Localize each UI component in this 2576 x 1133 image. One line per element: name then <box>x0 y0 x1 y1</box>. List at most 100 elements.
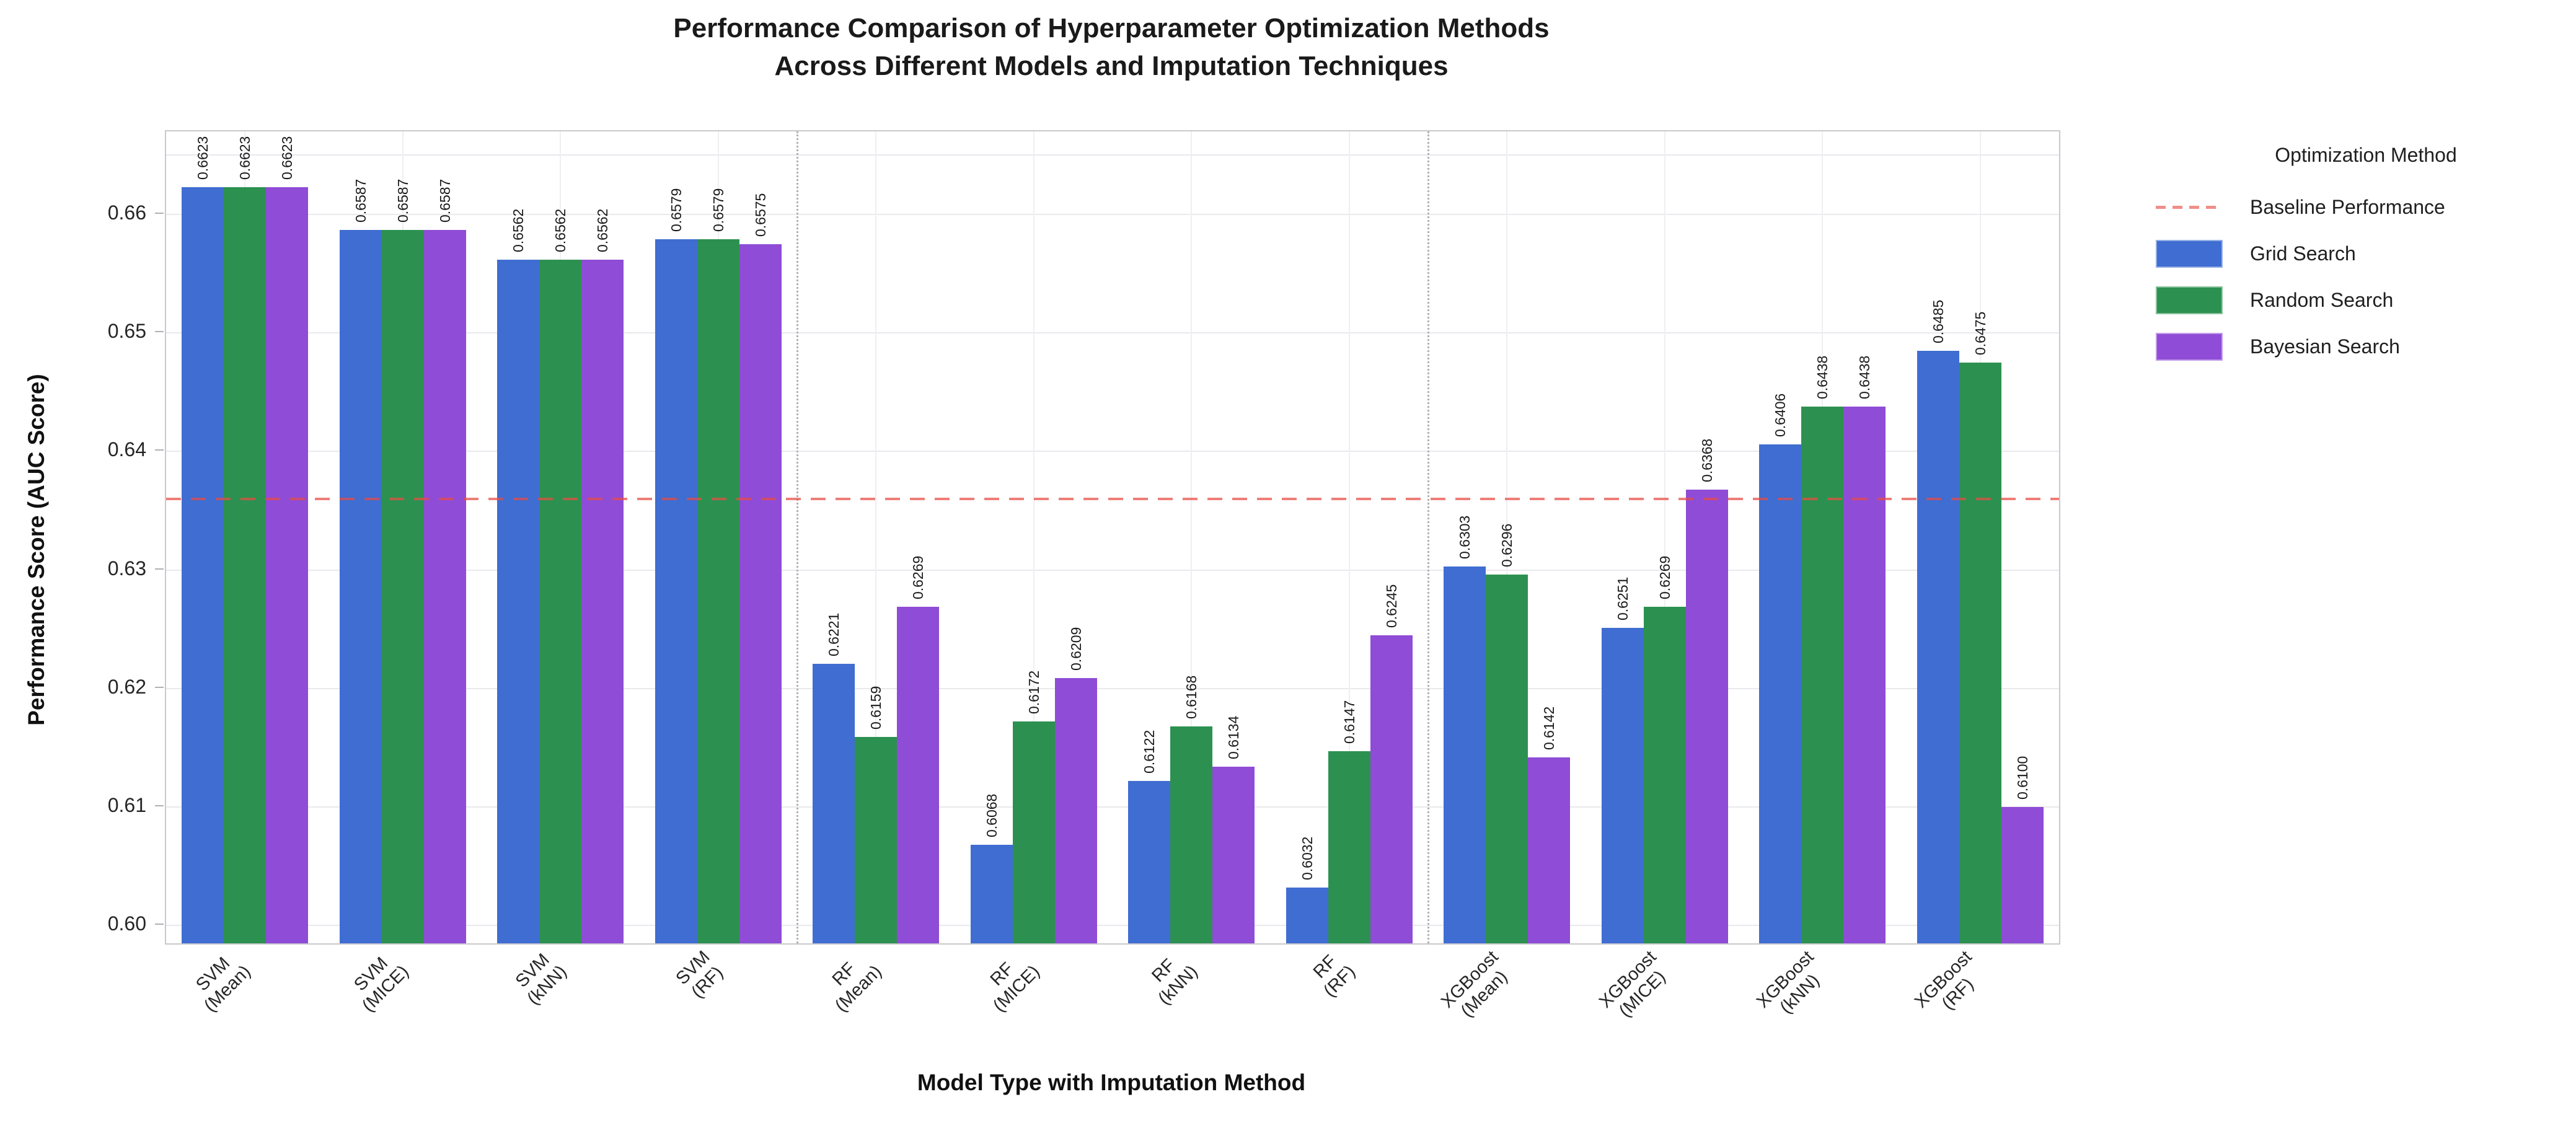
x-tick-label-text: XGBoost (kNN) <box>1753 947 1824 1018</box>
bar <box>655 239 697 943</box>
x-gridline <box>1033 131 1034 943</box>
bar-value-label-text: 0.6438 <box>1814 355 1831 399</box>
bar-value-label-text: 0.6122 <box>1141 730 1158 774</box>
y-tick-mark <box>155 449 164 451</box>
bar-value-label-text: 0.6303 <box>1457 515 1473 559</box>
baseline-line <box>166 497 2059 500</box>
y-tick-label: 0.63 <box>107 557 146 580</box>
legend: Optimization Method Baseline Performance… <box>2140 144 2576 370</box>
bar-value-label-text: 0.6209 <box>1067 627 1084 671</box>
bar-value-label-text: 0.6406 <box>1772 393 1789 437</box>
y-tick-label: 0.64 <box>107 438 146 461</box>
section-separator-line <box>1427 131 1429 943</box>
bar <box>1685 489 1728 943</box>
x-tick-label-text: RF (kNN) <box>1147 955 1202 1009</box>
bar <box>581 259 624 943</box>
bar-value-label-text: 0.6269 <box>1656 555 1673 599</box>
bar <box>813 663 855 943</box>
bar-value-label-text: 0.6251 <box>1614 576 1631 621</box>
y-tick-mark <box>155 924 164 925</box>
bar <box>1370 635 1413 943</box>
legend-item-baseline: Baseline Performance <box>2140 184 2576 231</box>
bar <box>1444 566 1486 943</box>
bar-value-label-text: 0.6623 <box>279 136 296 180</box>
y-tick-mark <box>155 212 164 214</box>
x-gridline <box>1348 131 1350 943</box>
baseline-dash-icon <box>2156 206 2223 209</box>
bar-value-label-text: 0.6623 <box>195 136 211 180</box>
bar <box>855 737 898 943</box>
bar <box>1528 757 1571 943</box>
y-tick-label: 0.66 <box>107 201 146 224</box>
grid-search-swatch-icon <box>2156 240 2223 268</box>
y-tick-label: 0.60 <box>107 912 146 935</box>
y-tick-mark <box>155 805 164 807</box>
bar-value-label-text: 0.6245 <box>1383 584 1400 628</box>
bar <box>182 187 224 943</box>
bar <box>1212 767 1255 943</box>
bar-value-label-text: 0.6579 <box>710 188 726 232</box>
legend-label-bayesian-search: Bayesian Search <box>2250 335 2400 358</box>
y-axis-title: Performance Score (AUC Score) <box>24 374 49 726</box>
y-tick-label: 0.62 <box>107 675 146 698</box>
x-tick-label-text: SVM (kNN) <box>511 950 571 1009</box>
legend-label-baseline: Baseline Performance <box>2250 196 2445 218</box>
y-gridline <box>166 213 2059 215</box>
y-tick-label: 0.65 <box>107 320 146 343</box>
bar <box>1917 350 1959 943</box>
x-tick-label-text: RF (MICE) <box>986 958 1044 1016</box>
bar-value-label-text: 0.6562 <box>552 208 569 252</box>
x-gridline <box>1191 131 1193 943</box>
bar <box>497 259 540 943</box>
x-tick-label-text: SVM (Mean) <box>192 953 255 1016</box>
bar-value-label-text: 0.6269 <box>910 555 927 599</box>
bar <box>697 239 739 943</box>
y-gridline <box>166 332 2059 334</box>
bar <box>224 187 267 943</box>
bar <box>1286 888 1328 943</box>
bar-value-label-text: 0.6562 <box>594 208 611 252</box>
bar-value-label-text: 0.6159 <box>868 686 884 730</box>
bar <box>739 244 782 943</box>
x-axis-title: Model Type with Imputation Method <box>917 1070 1306 1095</box>
chart-title-line-2: Across Different Models and Imputation T… <box>774 50 1449 81</box>
bar <box>1759 444 1802 943</box>
bar <box>1486 575 1528 943</box>
x-tick-label-text: RF (Mean) <box>829 958 886 1016</box>
x-tick-label-text: SVM (RF) <box>672 947 728 1002</box>
bar <box>1643 606 1686 943</box>
bar <box>1959 362 2001 943</box>
bar-value-label-text: 0.6587 <box>352 179 369 223</box>
x-tick-label-text: SVM (MICE) <box>350 953 413 1016</box>
x-tick-label-text: XGBoost (Mean) <box>1437 947 1512 1021</box>
bar-value-label-text: 0.6475 <box>1972 311 1988 355</box>
y-gridline <box>166 925 2059 927</box>
bar <box>1801 406 1844 943</box>
bayesian-search-swatch-icon <box>2156 333 2223 361</box>
bar-value-label-text: 0.6562 <box>510 208 527 252</box>
plot-area: 0.6623 0.6587 0.6562 0.6579 0.6221 0.6068 0.61… <box>165 130 2060 945</box>
bar <box>1601 628 1644 943</box>
bar <box>339 229 382 943</box>
bar-value-label-text: 0.6134 <box>1225 715 1242 760</box>
section-separator-line <box>796 131 798 943</box>
bar-value-label-text: 0.6068 <box>983 793 1000 838</box>
y-gridline <box>166 569 2059 571</box>
bar <box>539 259 582 943</box>
bar-value-label-text: 0.6575 <box>752 193 769 237</box>
x-tick-label-text: XGBoost (RF) <box>1910 947 1978 1014</box>
bar <box>897 606 940 943</box>
bar-value-label-text: 0.6172 <box>1025 671 1042 715</box>
legend-label-random-search: Random Search <box>2250 289 2394 311</box>
bar-value-label-text: 0.6100 <box>2014 756 2031 800</box>
x-gridline <box>1664 131 1665 943</box>
chart-title-line-1: Performance Comparison of Hyperparameter… <box>673 13 1550 43</box>
legend-item-random-search: Random Search <box>2140 277 2576 324</box>
bar <box>266 187 309 943</box>
x-gridline <box>875 131 877 943</box>
y-gridline <box>166 451 2059 452</box>
bar-value-label-text: 0.6438 <box>1856 355 1873 399</box>
y-tick-mark <box>155 568 164 570</box>
bar-value-label-text: 0.6368 <box>1698 438 1715 482</box>
